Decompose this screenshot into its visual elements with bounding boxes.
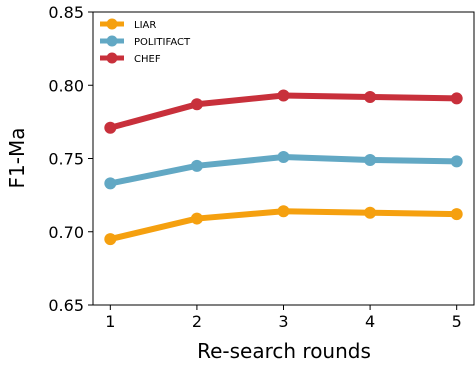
legend: LIAR POLITIFACT CHEF bbox=[100, 18, 191, 65]
series-chef bbox=[104, 89, 463, 134]
x-axis: 1 2 3 4 5 bbox=[105, 305, 462, 331]
x-axis-title: Re-search rounds bbox=[197, 339, 371, 363]
x-tick-label: 1 bbox=[105, 312, 115, 331]
data-point bbox=[364, 153, 377, 166]
data-point bbox=[450, 208, 463, 221]
data-point bbox=[104, 233, 117, 246]
data-point bbox=[364, 90, 377, 103]
y-axis: 0.65 0.70 0.75 0.80 0.85 bbox=[48, 3, 93, 315]
x-tick-label: 3 bbox=[278, 312, 288, 331]
legend-label: CHEF bbox=[134, 54, 161, 65]
data-point bbox=[104, 177, 117, 190]
series-layer bbox=[104, 89, 463, 246]
y-tick-label: 0.85 bbox=[48, 3, 84, 22]
data-point bbox=[190, 159, 203, 172]
data-point bbox=[277, 205, 290, 218]
legend-item: LIAR bbox=[100, 18, 156, 31]
y-tick-label: 0.80 bbox=[48, 76, 84, 95]
x-tick-label: 2 bbox=[192, 312, 202, 331]
series-politifact bbox=[104, 151, 463, 190]
y-tick-label: 0.70 bbox=[48, 223, 84, 242]
legend-item: CHEF bbox=[100, 52, 161, 65]
data-point bbox=[450, 155, 463, 168]
legend-swatch-marker bbox=[106, 35, 118, 47]
y-tick-label: 0.65 bbox=[48, 296, 84, 315]
x-tick-label: 4 bbox=[365, 312, 375, 331]
data-point bbox=[190, 212, 203, 225]
data-point bbox=[277, 151, 290, 164]
data-point bbox=[104, 121, 117, 134]
data-point bbox=[364, 206, 377, 219]
x-tick-label: 5 bbox=[452, 312, 462, 331]
legend-label: POLITIFACT bbox=[134, 37, 191, 48]
data-point bbox=[450, 92, 463, 105]
series-liar bbox=[104, 205, 463, 246]
y-axis-title: F1-Ma bbox=[5, 128, 29, 189]
legend-swatch-marker bbox=[106, 52, 118, 64]
legend-swatch-marker bbox=[106, 18, 118, 30]
data-point bbox=[277, 89, 290, 102]
data-point bbox=[190, 98, 203, 111]
legend-item: POLITIFACT bbox=[100, 35, 191, 48]
legend-label: LIAR bbox=[134, 20, 156, 31]
y-tick-label: 0.75 bbox=[48, 150, 84, 169]
